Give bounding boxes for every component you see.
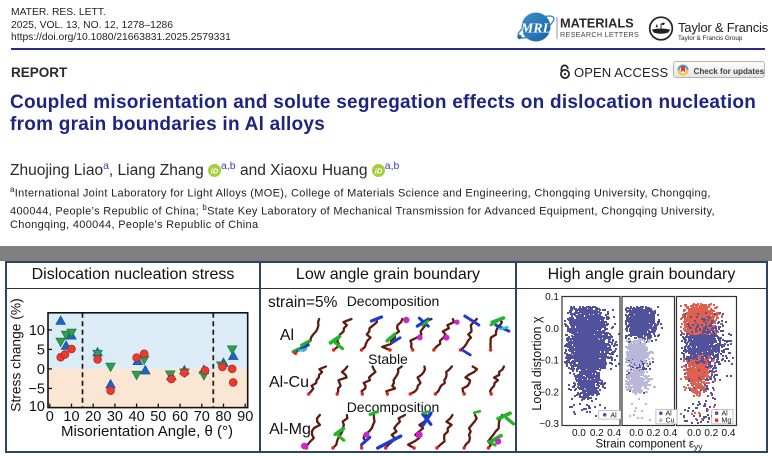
svg-text:0.2: 0.2 [704,428,718,439]
svg-text:50: 50 [150,409,166,425]
svg-text:90: 90 [237,409,253,425]
svg-text:Al-Cu: Al-Cu [269,374,309,391]
svg-text:MRL: MRL [520,22,551,37]
svg-text:60: 60 [172,409,188,425]
svg-text:0.1: 0.1 [545,292,559,303]
svg-text:10: 10 [29,323,45,339]
svg-text:−0.2: −0.2 [539,388,559,399]
svg-text:−0.1: −0.1 [539,356,559,367]
svg-text:0: 0 [37,362,45,378]
svg-text:10: 10 [29,399,45,415]
svg-text:Strain component εyy: Strain component εyy [596,439,704,452]
svg-text:0: 0 [46,409,54,425]
svg-text:Taylor & Francis Group: Taylor & Francis Group [678,35,743,42]
svg-text:strain=5%: strain=5% [268,294,338,311]
svg-text:Mg: Mg [722,418,732,425]
svg-text:Al: Al [611,412,618,419]
svg-text:0.0: 0.0 [572,428,586,439]
svg-text:Al: Al [280,327,294,344]
svg-text:Taylor & Francis: Taylor & Francis [678,20,769,35]
svg-text:10: 10 [63,409,79,425]
svg-text:20: 20 [85,409,101,425]
svg-text:Al-Mg: Al-Mg [269,421,311,438]
svg-text:Decomposition: Decomposition [347,399,440,415]
svg-text:0.0: 0.0 [629,428,643,439]
svg-text:5: 5 [37,342,45,358]
svg-text:70: 70 [194,409,210,425]
svg-text:30: 30 [107,409,123,425]
svg-text:0.0: 0.0 [545,324,559,335]
svg-text:Cu: Cu [666,418,675,425]
svg-text:−0.3: −0.3 [539,419,559,430]
svg-text:Al: Al [722,411,729,418]
svg-text:Stress change (%): Stress change (%) [9,298,24,412]
svg-text:0.4: 0.4 [722,428,736,439]
svg-text:0.0: 0.0 [687,428,701,439]
svg-text:iD: iD [375,166,383,175]
svg-text:RESEARCH LETTERS: RESEARCH LETTERS [560,30,639,39]
svg-text:40: 40 [129,409,145,425]
svg-text:−5: −5 [28,381,45,397]
svg-text:Decomposition: Decomposition [347,293,440,309]
svg-text:MATERIALS: MATERIALS [560,16,634,31]
svg-text:Al: Al [666,411,673,418]
svg-text:Misorientation Angle, θ (°): Misorientation Angle, θ (°) [61,423,233,440]
svg-text:80: 80 [215,409,231,425]
svg-text:0.2: 0.2 [590,428,604,439]
svg-text:0.2: 0.2 [646,428,660,439]
svg-text:Local distortion χ: Local distortion χ [530,316,544,411]
svg-text:iD: iD [211,166,219,175]
svg-text:Stable: Stable [368,351,408,367]
svg-text:0.4: 0.4 [663,428,677,439]
svg-text:0.4: 0.4 [607,428,621,439]
